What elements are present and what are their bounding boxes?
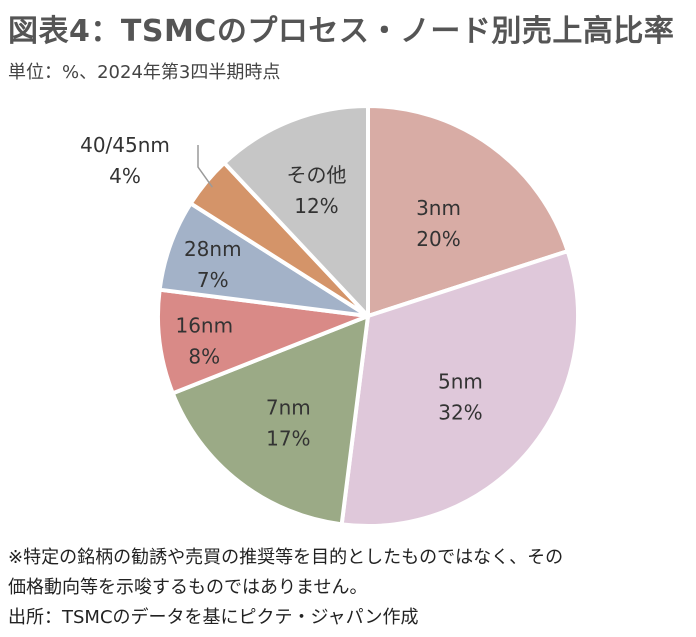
pie-slices xyxy=(156,104,580,528)
pie-slice-1 xyxy=(339,249,580,528)
chart-title: 図表4：TSMCのプロセス・ノード別売上高比率 xyxy=(8,14,675,49)
disclaimer-line-2: 価格動向等を示唆するものではありません。 xyxy=(8,577,368,598)
slice-value-6: 12% xyxy=(294,194,338,218)
pie-chart: 3nm 20% 5nm 32% 7nm 17% 16nm 8% 28nm 7% 40/45nm 4% そ… xyxy=(80,104,580,528)
pie-slice-3 xyxy=(156,287,370,396)
slice-label-2: 7nm xyxy=(266,396,311,420)
slice-value-5: 4% xyxy=(109,164,141,188)
footnote-block: ※特定の銘柄の勧誘や売買の推奨等を目的としたものではなく、その 価格動向等を示唆… xyxy=(8,543,563,633)
slice-value-2: 17% xyxy=(266,427,310,451)
pie-labels: 3nm 20% 5nm 32% 7nm 17% 16nm 8% 28nm 7% 40/45nm 4% そ… xyxy=(80,133,483,451)
slice-label-4: 28nm xyxy=(184,237,242,261)
slice-label-6: その他 xyxy=(286,163,346,187)
slice-value-0: 20% xyxy=(416,227,460,251)
slice-label-1: 5nm xyxy=(438,369,483,393)
leader-line-5 xyxy=(197,145,213,188)
slice-value-1: 32% xyxy=(438,400,482,424)
source-note: 出所：TSMCのデータを基にピクテ・ジャパン作成 xyxy=(8,607,419,628)
slice-label-3: 16nm xyxy=(175,314,233,338)
slice-label-5: 40/45nm xyxy=(80,133,170,157)
unit-note: 単位：%、2024年第3四半期時点 xyxy=(8,62,281,83)
slice-label-0: 3nm xyxy=(416,196,461,220)
pie-slice-0 xyxy=(366,104,570,318)
pie-slice-2 xyxy=(170,314,370,527)
pie-slice-6 xyxy=(222,104,370,318)
slice-value-4: 7% xyxy=(197,268,229,292)
slice-value-3: 8% xyxy=(188,345,220,369)
disclaimer-line-1: ※特定の銘柄の勧誘や売買の推奨等を目的としたものではなく、その xyxy=(8,547,564,568)
